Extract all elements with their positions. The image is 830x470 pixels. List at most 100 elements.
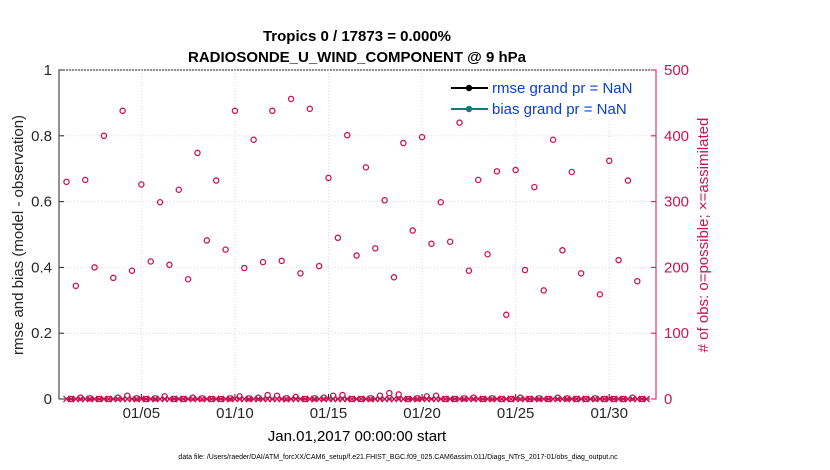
x-tick-label: 01/20 <box>403 405 441 422</box>
obs-possible-point <box>217 395 225 403</box>
x-tick-label: 01/30 <box>590 405 628 422</box>
obs-possible-point <box>390 274 398 281</box>
obs-possible-point <box>287 95 295 103</box>
y-left-tick-label: 0.2 <box>31 325 52 342</box>
obs-possible-point <box>128 267 136 274</box>
y-right-tick-label: 400 <box>664 128 689 145</box>
obs-possible-point <box>563 395 571 402</box>
obs-possible-point <box>545 395 552 403</box>
obs-possible-point <box>147 258 154 265</box>
x-tick-label: 01/15 <box>310 405 348 422</box>
obs-possible-point <box>577 270 585 277</box>
obs-possible-point <box>446 238 454 245</box>
obs-possible-point <box>488 395 496 402</box>
obs-possible-point <box>105 395 112 403</box>
obs-possible-point <box>610 395 618 403</box>
obs-possible-point <box>208 395 215 403</box>
obs-possible-point <box>278 257 285 265</box>
y-left-tick-label: 0.4 <box>31 259 52 276</box>
obs-possible-point <box>456 119 463 126</box>
obs-possible-point <box>156 199 164 206</box>
obs-possible-point <box>582 395 590 403</box>
obs-possible-point <box>152 395 159 402</box>
obs-possible-point <box>269 107 276 115</box>
obs-possible-point <box>428 240 435 247</box>
obs-possible-point <box>404 395 412 403</box>
obs-assimilated-point <box>643 395 651 403</box>
obs-possible-point <box>138 181 145 188</box>
obs-possible-point <box>638 395 646 403</box>
y-right-tick-label: 0 <box>664 391 672 408</box>
legend: rmse grand pr = NaN bias grand pr = NaN <box>446 74 652 119</box>
obs-possible-point <box>484 250 491 258</box>
obs-possible-point <box>409 227 416 234</box>
obs-possible-point <box>231 107 239 115</box>
plot-area <box>58 69 657 400</box>
obs-possible-point <box>568 168 576 176</box>
obs-possible-point <box>601 395 608 403</box>
obs-possible-point <box>634 277 641 285</box>
obs-possible-point <box>301 395 309 403</box>
obs-possible-point <box>357 395 365 403</box>
obs-possible-point <box>507 395 515 403</box>
obs-possible-point <box>110 274 117 282</box>
obs-possible-point <box>531 183 538 191</box>
obs-possible-point <box>170 395 178 403</box>
obs-possible-point <box>306 105 314 113</box>
obs-possible-point <box>381 197 388 204</box>
y-left-tick-label: 1 <box>44 62 52 79</box>
obs-possible-point <box>386 389 393 397</box>
obs-possible-point <box>325 174 332 182</box>
legend-rmse-label: rmse grand pr = NaN <box>492 80 632 97</box>
obs-possible-point <box>264 391 271 399</box>
data-marks <box>63 95 651 403</box>
obs-possible-point <box>474 176 482 184</box>
obs-possible-point <box>222 246 229 253</box>
obs-possible-point <box>166 261 173 269</box>
legend-rmse-marker <box>465 84 473 92</box>
obs-possible-point <box>343 131 351 139</box>
obs-possible-point <box>339 391 346 399</box>
obs-possible-point <box>212 177 220 184</box>
obs-possible-point <box>226 395 234 402</box>
obs-possible-point <box>180 395 187 403</box>
y-right-tick-label: 200 <box>664 259 689 276</box>
obs-possible-point <box>184 275 192 283</box>
y-axis-right-label: # of obs: o=possible; ×=assimilated <box>695 118 712 353</box>
x-tick-label: 01/05 <box>123 405 161 422</box>
obs-possible-point <box>250 136 257 143</box>
obs-possible-point <box>95 395 103 403</box>
obs-possible-point <box>503 311 510 319</box>
obs-possible-point <box>400 139 407 147</box>
x-axis: 01/05 01/10 01/15 01/20 01/25 01/30 <box>123 394 628 422</box>
obs-possible-point <box>142 395 150 403</box>
chart-title-line2: RADIOSONDE_U_WIND_COMPONENT @ 9 hPa <box>188 49 527 66</box>
obs-possible-point <box>72 282 80 290</box>
obs-possible-point <box>605 157 613 165</box>
obs-possible-point <box>591 395 599 402</box>
y-right-tick-label: 500 <box>664 62 689 79</box>
legend-box <box>446 74 652 119</box>
obs-possible-point <box>395 391 402 398</box>
obs-possible-point <box>297 270 304 277</box>
y-left-tick-label: 0.6 <box>31 194 52 211</box>
obs-possible-point <box>615 256 622 264</box>
obs-possible-point <box>559 247 566 254</box>
obs-possible-point <box>414 395 421 402</box>
obs-possible-point <box>203 237 211 244</box>
chart-title-line1: Tropics 0 / 17873 = 0.000% <box>263 28 451 45</box>
x-axis-label: Jan.01,2017 00:00:00 start <box>268 428 447 445</box>
obs-possible-point <box>573 395 580 403</box>
obs-possible-point <box>549 136 557 143</box>
obs-possible-point <box>512 166 519 174</box>
y-left-tick-label: 0.8 <box>31 128 52 145</box>
obs-possible-point <box>63 178 70 186</box>
obs-possible-point <box>119 107 126 115</box>
obs-possible-point <box>315 262 323 270</box>
obs-possible-point <box>311 395 318 402</box>
obs-possible-point <box>353 252 360 259</box>
obs-possible-point <box>241 264 248 272</box>
footer-data-file: data file: /Users/raeder/DAI/ATM_forcXX/… <box>178 454 618 461</box>
obs-possible-point <box>91 264 98 271</box>
